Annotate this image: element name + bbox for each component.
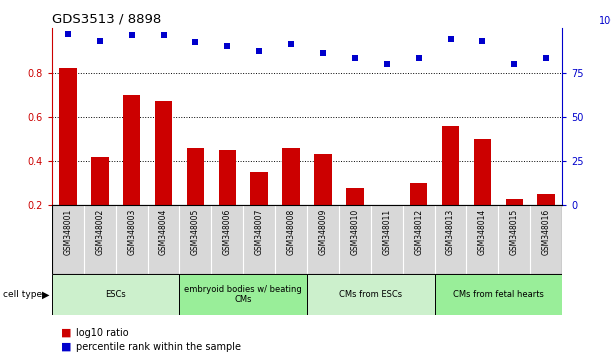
Text: GSM348002: GSM348002 [95, 209, 104, 255]
Bar [442, 126, 459, 205]
Text: CMs from fetal hearts: CMs from fetal hearts [453, 290, 544, 299]
Text: percentile rank within the sample: percentile rank within the sample [76, 342, 241, 352]
Point [222, 43, 232, 49]
Bar [282, 148, 300, 205]
Text: GSM348009: GSM348009 [318, 209, 327, 255]
Point [478, 38, 488, 44]
Bar [505, 199, 523, 205]
Text: GSM348010: GSM348010 [350, 209, 359, 255]
Point [286, 41, 296, 47]
Text: embryoid bodies w/ beating
CMs: embryoid bodies w/ beating CMs [185, 285, 302, 304]
Point [63, 31, 73, 36]
Point [191, 40, 200, 45]
Bar [123, 95, 141, 205]
Point [159, 33, 169, 38]
FancyBboxPatch shape [307, 274, 434, 315]
Text: GDS3513 / 8898: GDS3513 / 8898 [52, 13, 161, 26]
Text: GSM348013: GSM348013 [446, 209, 455, 255]
Text: GSM348008: GSM348008 [287, 209, 296, 255]
Text: CMs from ESCs: CMs from ESCs [339, 290, 403, 299]
Text: cell type: cell type [3, 290, 42, 299]
Text: GSM348007: GSM348007 [255, 209, 264, 255]
Text: GSM348014: GSM348014 [478, 209, 487, 255]
Bar [346, 188, 364, 205]
Text: GSM348005: GSM348005 [191, 209, 200, 255]
Bar [155, 101, 172, 205]
Text: GSM348011: GSM348011 [382, 209, 391, 255]
Text: 100%: 100% [599, 16, 611, 25]
Point [318, 50, 328, 56]
Bar [538, 194, 555, 205]
Point [541, 56, 551, 61]
Bar [91, 156, 109, 205]
Text: ■: ■ [61, 342, 71, 352]
Text: GSM348006: GSM348006 [223, 209, 232, 255]
Point [126, 33, 136, 38]
Bar [59, 68, 76, 205]
Text: GSM348016: GSM348016 [542, 209, 551, 255]
Text: GSM348001: GSM348001 [64, 209, 72, 255]
Point [510, 61, 519, 67]
Point [445, 36, 455, 42]
Text: log10 ratio: log10 ratio [76, 328, 129, 338]
Text: ▶: ▶ [42, 290, 49, 299]
Bar [474, 139, 491, 205]
Text: GSM348015: GSM348015 [510, 209, 519, 255]
FancyBboxPatch shape [434, 274, 562, 315]
Text: ESCs: ESCs [105, 290, 126, 299]
FancyBboxPatch shape [180, 274, 307, 315]
Bar [314, 154, 332, 205]
Bar [186, 148, 204, 205]
FancyBboxPatch shape [52, 205, 562, 274]
Text: GSM348004: GSM348004 [159, 209, 168, 255]
Point [95, 38, 104, 44]
Bar [251, 172, 268, 205]
FancyBboxPatch shape [52, 274, 180, 315]
Point [350, 56, 360, 61]
Text: GSM348012: GSM348012 [414, 209, 423, 255]
Bar [219, 150, 236, 205]
Text: ■: ■ [61, 328, 71, 338]
Point [254, 48, 264, 54]
Point [382, 61, 392, 67]
Point [414, 56, 423, 61]
Text: GSM348003: GSM348003 [127, 209, 136, 255]
Bar [410, 183, 428, 205]
